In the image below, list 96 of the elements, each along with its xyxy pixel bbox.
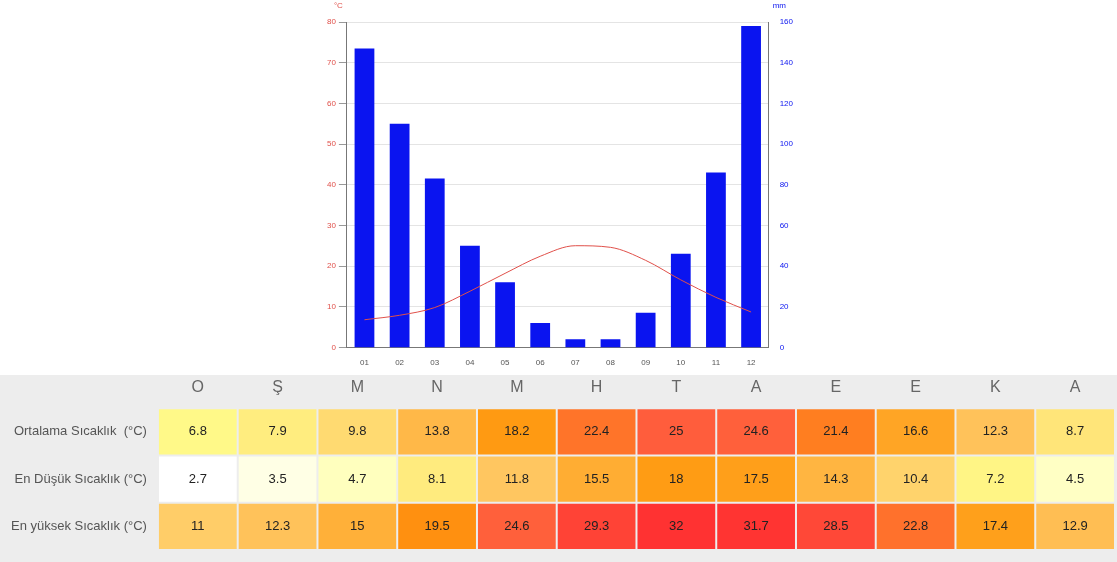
data-label: 3.5 xyxy=(268,470,287,486)
data-label: 4.7 xyxy=(348,470,367,486)
y-tick-label: 0 xyxy=(331,342,337,352)
data-label: 11 xyxy=(191,517,205,533)
data-label: 10.4 xyxy=(902,470,929,486)
data-label: 18.2 xyxy=(504,423,530,439)
data-label: 2.7 xyxy=(188,470,207,486)
x-tick-label: 08 xyxy=(606,358,616,368)
data-label: 24.6 xyxy=(504,517,530,533)
x-tick-label: 12 xyxy=(746,358,757,368)
bar xyxy=(389,123,410,348)
x-tick-label: 05 xyxy=(500,358,511,368)
data-label: 11.8 xyxy=(504,470,530,486)
y-tick-label: 10 xyxy=(326,301,337,311)
y-tick-label: 40 xyxy=(326,179,337,189)
y-tick-label: 80 xyxy=(326,17,337,27)
bar xyxy=(565,339,586,348)
x-tick-label: A xyxy=(1069,378,1081,396)
bar xyxy=(706,172,726,348)
x-tick-label: 03 xyxy=(430,358,440,368)
data-label: 12.9 xyxy=(1062,517,1088,533)
data-label: 6.8 xyxy=(188,423,207,439)
x-tick-label: N xyxy=(431,378,443,396)
data-label: 21.4 xyxy=(823,423,849,439)
y2-tick-label: 140 xyxy=(779,57,794,67)
y2-tick-label: 60 xyxy=(779,220,790,230)
x-tick-label: E xyxy=(910,378,921,396)
x-tick-label: 11 xyxy=(711,358,721,368)
data-label: 4.5 xyxy=(1066,470,1085,486)
data-label: 28.5 xyxy=(823,517,849,533)
data-label: 8.1 xyxy=(428,470,447,486)
y-tick-label: 30 xyxy=(326,220,337,230)
bar xyxy=(741,26,761,348)
x-tick-label: 09 xyxy=(641,358,651,368)
data-label: 15.5 xyxy=(583,470,610,486)
data-label: 17.5 xyxy=(743,470,769,486)
x-tick-label: T xyxy=(671,378,682,396)
y2-tick-label: 20 xyxy=(779,301,790,311)
data-label: 22.8 xyxy=(902,517,929,533)
x-tick-label: 04 xyxy=(465,358,475,368)
x-tick-label: H xyxy=(590,378,603,396)
data-label: 12.3 xyxy=(264,517,291,533)
y2-axis-title: mm xyxy=(772,1,787,11)
x-tick-label: 10 xyxy=(676,358,686,368)
data-label: 9.8 xyxy=(348,423,367,439)
y-tick-label: 70 xyxy=(326,57,337,67)
x-tick-label: 01 xyxy=(360,358,370,368)
data-label: 15 xyxy=(350,517,365,533)
data-label: 29.3 xyxy=(583,517,610,533)
y-tick-label: Ortalama Sıcaklık (°C) xyxy=(13,423,147,439)
bar xyxy=(460,245,480,348)
x-tick-label: Ş xyxy=(272,378,283,396)
line-series xyxy=(363,245,752,321)
data-label: 25 xyxy=(669,423,684,439)
x-tick-label: 06 xyxy=(535,358,546,368)
bar xyxy=(530,323,551,348)
bar xyxy=(635,312,656,348)
y2-tick-label: 80 xyxy=(779,179,790,189)
data-label: 7.2 xyxy=(986,470,1005,486)
y2-tick-label: 100 xyxy=(779,139,794,149)
y-tick-label: 60 xyxy=(326,98,337,108)
x-tick-label: M xyxy=(510,378,524,396)
data-label: 19.5 xyxy=(424,517,450,533)
bar xyxy=(354,48,375,348)
data-label: 12.3 xyxy=(982,423,1009,439)
y2-tick-label: 40 xyxy=(779,261,790,271)
y2-tick-label: 160 xyxy=(779,17,794,27)
data-label: 17.4 xyxy=(982,517,1009,533)
y-tick-label: 50 xyxy=(326,139,337,149)
y2-tick-label: 0 xyxy=(779,342,785,352)
data-label: 14.3 xyxy=(823,470,849,486)
bar xyxy=(600,339,621,348)
data-label: 24.6 xyxy=(743,423,769,439)
x-tick-label: 02 xyxy=(395,358,405,368)
bar xyxy=(495,282,515,348)
x-tick-label: O xyxy=(191,378,205,396)
data-label: 32 xyxy=(669,517,684,533)
data-label: 8.7 xyxy=(1066,423,1085,439)
data-label: 18 xyxy=(669,470,684,486)
y-tick-label: En yüksek Sıcaklık (°C) xyxy=(10,517,147,533)
data-label: 31.7 xyxy=(743,517,769,533)
bar xyxy=(670,253,691,348)
x-tick-label: M xyxy=(350,378,364,396)
x-tick-label: 07 xyxy=(570,358,581,368)
y-tick-label: En Düşük Sıcaklık (°C) xyxy=(14,470,147,486)
data-label: 13.8 xyxy=(424,423,450,439)
x-tick-label: A xyxy=(750,378,762,396)
x-tick-label: E xyxy=(830,378,842,396)
bar xyxy=(424,178,445,348)
x-tick-label: K xyxy=(990,378,1002,396)
y-axis-title: °C xyxy=(333,1,344,11)
y2-tick-label: 120 xyxy=(779,98,794,108)
data-label: 22.4 xyxy=(583,423,610,439)
data-label: 7.9 xyxy=(268,423,287,439)
y-tick-label: 20 xyxy=(326,261,337,271)
data-label: 16.6 xyxy=(902,423,929,439)
